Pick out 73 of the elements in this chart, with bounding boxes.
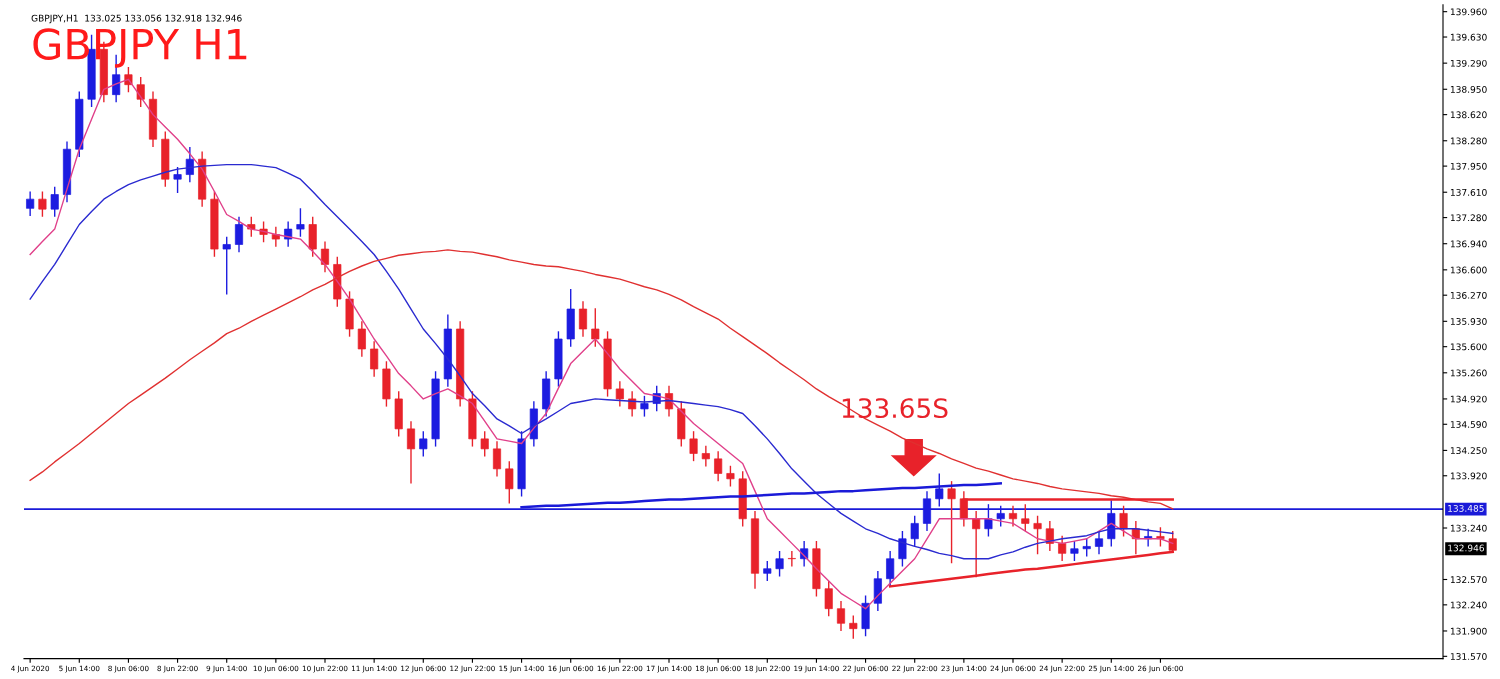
candlestick bbox=[296, 207, 305, 238]
y-tick-label: 138.620 bbox=[1450, 111, 1487, 119]
y-tick-label: 139.960 bbox=[1450, 8, 1487, 16]
candlestick bbox=[234, 216, 244, 253]
candlestick bbox=[1058, 534, 1067, 562]
y-tick-label: 137.950 bbox=[1450, 162, 1487, 170]
candlestick bbox=[726, 465, 735, 488]
candlestick bbox=[591, 307, 600, 348]
candlestick bbox=[247, 216, 256, 238]
candlestick bbox=[173, 166, 182, 194]
y-tick-label: 134.920 bbox=[1450, 395, 1487, 403]
y-tick-label: 133.920 bbox=[1450, 472, 1487, 480]
y-tick-label: 131.570 bbox=[1450, 653, 1487, 660]
candlestick bbox=[480, 430, 489, 458]
candlestick bbox=[50, 186, 59, 218]
y-tick-label: 135.600 bbox=[1450, 343, 1487, 351]
candlestick bbox=[898, 530, 907, 568]
candlestick bbox=[578, 300, 588, 338]
candlestick bbox=[1008, 505, 1018, 528]
candlestick bbox=[222, 236, 231, 296]
candlestick bbox=[505, 460, 514, 505]
y-tick-label: 138.950 bbox=[1450, 86, 1487, 93]
candlestick bbox=[836, 600, 846, 632]
text: 132.946 bbox=[1448, 544, 1485, 552]
y-tick-label: 137.280 bbox=[1450, 214, 1487, 222]
y-tick-label: 136.270 bbox=[1450, 291, 1487, 299]
candlestick bbox=[701, 445, 710, 468]
y-tick-label: 135.260 bbox=[1450, 369, 1487, 377]
candlestick bbox=[763, 560, 772, 582]
candlestick bbox=[1119, 505, 1128, 538]
candlestick bbox=[714, 450, 723, 482]
y-tick-label: 139.290 bbox=[1450, 59, 1487, 67]
candlestick bbox=[357, 320, 366, 358]
y-tick-label: 134.250 bbox=[1450, 447, 1487, 454]
candlestick bbox=[185, 146, 194, 183]
y-tick-label: 135.930 bbox=[1450, 318, 1487, 325]
y-tick-label: 139.630 bbox=[1450, 33, 1487, 41]
candlestick bbox=[284, 220, 293, 248]
candlestick bbox=[406, 420, 416, 485]
candlestick bbox=[370, 340, 379, 378]
line-series bbox=[29, 249, 1174, 510]
candlestick bbox=[38, 190, 47, 218]
candlestick bbox=[320, 240, 330, 273]
candlestick bbox=[1045, 520, 1054, 552]
candlestick bbox=[419, 430, 428, 458]
candlestick bbox=[849, 614, 858, 640]
y-tick-label: 134.590 bbox=[1450, 421, 1487, 428]
candlestick bbox=[775, 550, 784, 578]
y-tick-label: 138.280 bbox=[1450, 137, 1487, 145]
candlestick bbox=[910, 515, 919, 548]
y-tick-label: 137.610 bbox=[1450, 188, 1487, 196]
y-tick-label: 132.240 bbox=[1450, 601, 1487, 609]
candlestick bbox=[615, 380, 624, 408]
y-tick-label: 132.570 bbox=[1450, 576, 1487, 584]
candlestick bbox=[787, 550, 796, 568]
ref-line-label: 133.485 bbox=[1448, 504, 1484, 512]
candlestick bbox=[886, 550, 895, 588]
y-tick-label: 136.600 bbox=[1450, 266, 1487, 274]
candlestick bbox=[1094, 530, 1104, 555]
candlestick bbox=[689, 430, 698, 462]
candlestick bbox=[136, 76, 145, 108]
y-tick-label: 133.240 bbox=[1450, 524, 1487, 532]
y-tick-label: 136.940 bbox=[1450, 240, 1487, 248]
candlestick bbox=[824, 580, 833, 618]
candlestick bbox=[1033, 515, 1042, 555]
candlestick bbox=[947, 480, 956, 565]
candlestick bbox=[492, 440, 502, 478]
candlestick bbox=[1070, 540, 1079, 562]
candlestick bbox=[26, 190, 35, 217]
candlestick bbox=[1021, 503, 1030, 532]
y-tick-label: 131.900 bbox=[1450, 627, 1487, 635]
candlestick bbox=[640, 395, 649, 418]
text: GBPJPY,H1 133.025 133.056 132.918 132.946 bbox=[31, 14, 242, 24]
